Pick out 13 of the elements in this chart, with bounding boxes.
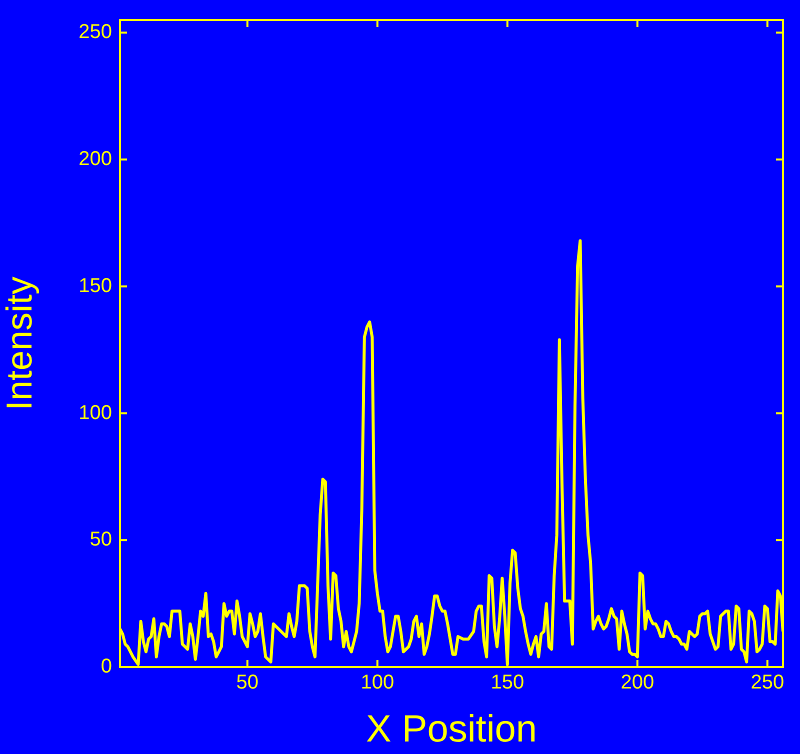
y-tick-label: 100: [78, 402, 112, 424]
y-axis-title: Intensity: [0, 276, 40, 411]
y-tick-label: 50: [90, 528, 112, 551]
x-tick-label: 50: [236, 672, 259, 694]
y-tick-label: 200: [78, 148, 112, 170]
x-tick-label: 100: [360, 672, 394, 694]
x-tick-label: 250: [750, 672, 784, 694]
y-tick-label: 0: [100, 656, 112, 678]
x-tick-label: 200: [620, 672, 654, 694]
x-tick-label: 150: [490, 672, 524, 694]
x-axis-title: X Position: [366, 708, 538, 751]
y-tick-label: 250: [78, 21, 112, 44]
y-tick-label: 150: [78, 274, 112, 297]
